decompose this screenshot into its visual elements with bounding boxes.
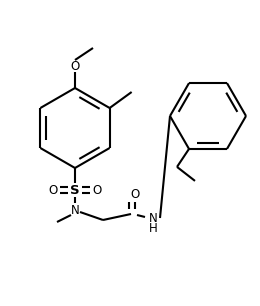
Text: O: O xyxy=(130,188,140,200)
Text: N: N xyxy=(71,203,79,217)
Text: O: O xyxy=(48,184,58,196)
Text: O: O xyxy=(92,184,102,196)
Text: S: S xyxy=(70,184,80,196)
Text: N: N xyxy=(149,211,157,225)
Text: O: O xyxy=(70,59,80,73)
Text: H: H xyxy=(149,222,157,234)
